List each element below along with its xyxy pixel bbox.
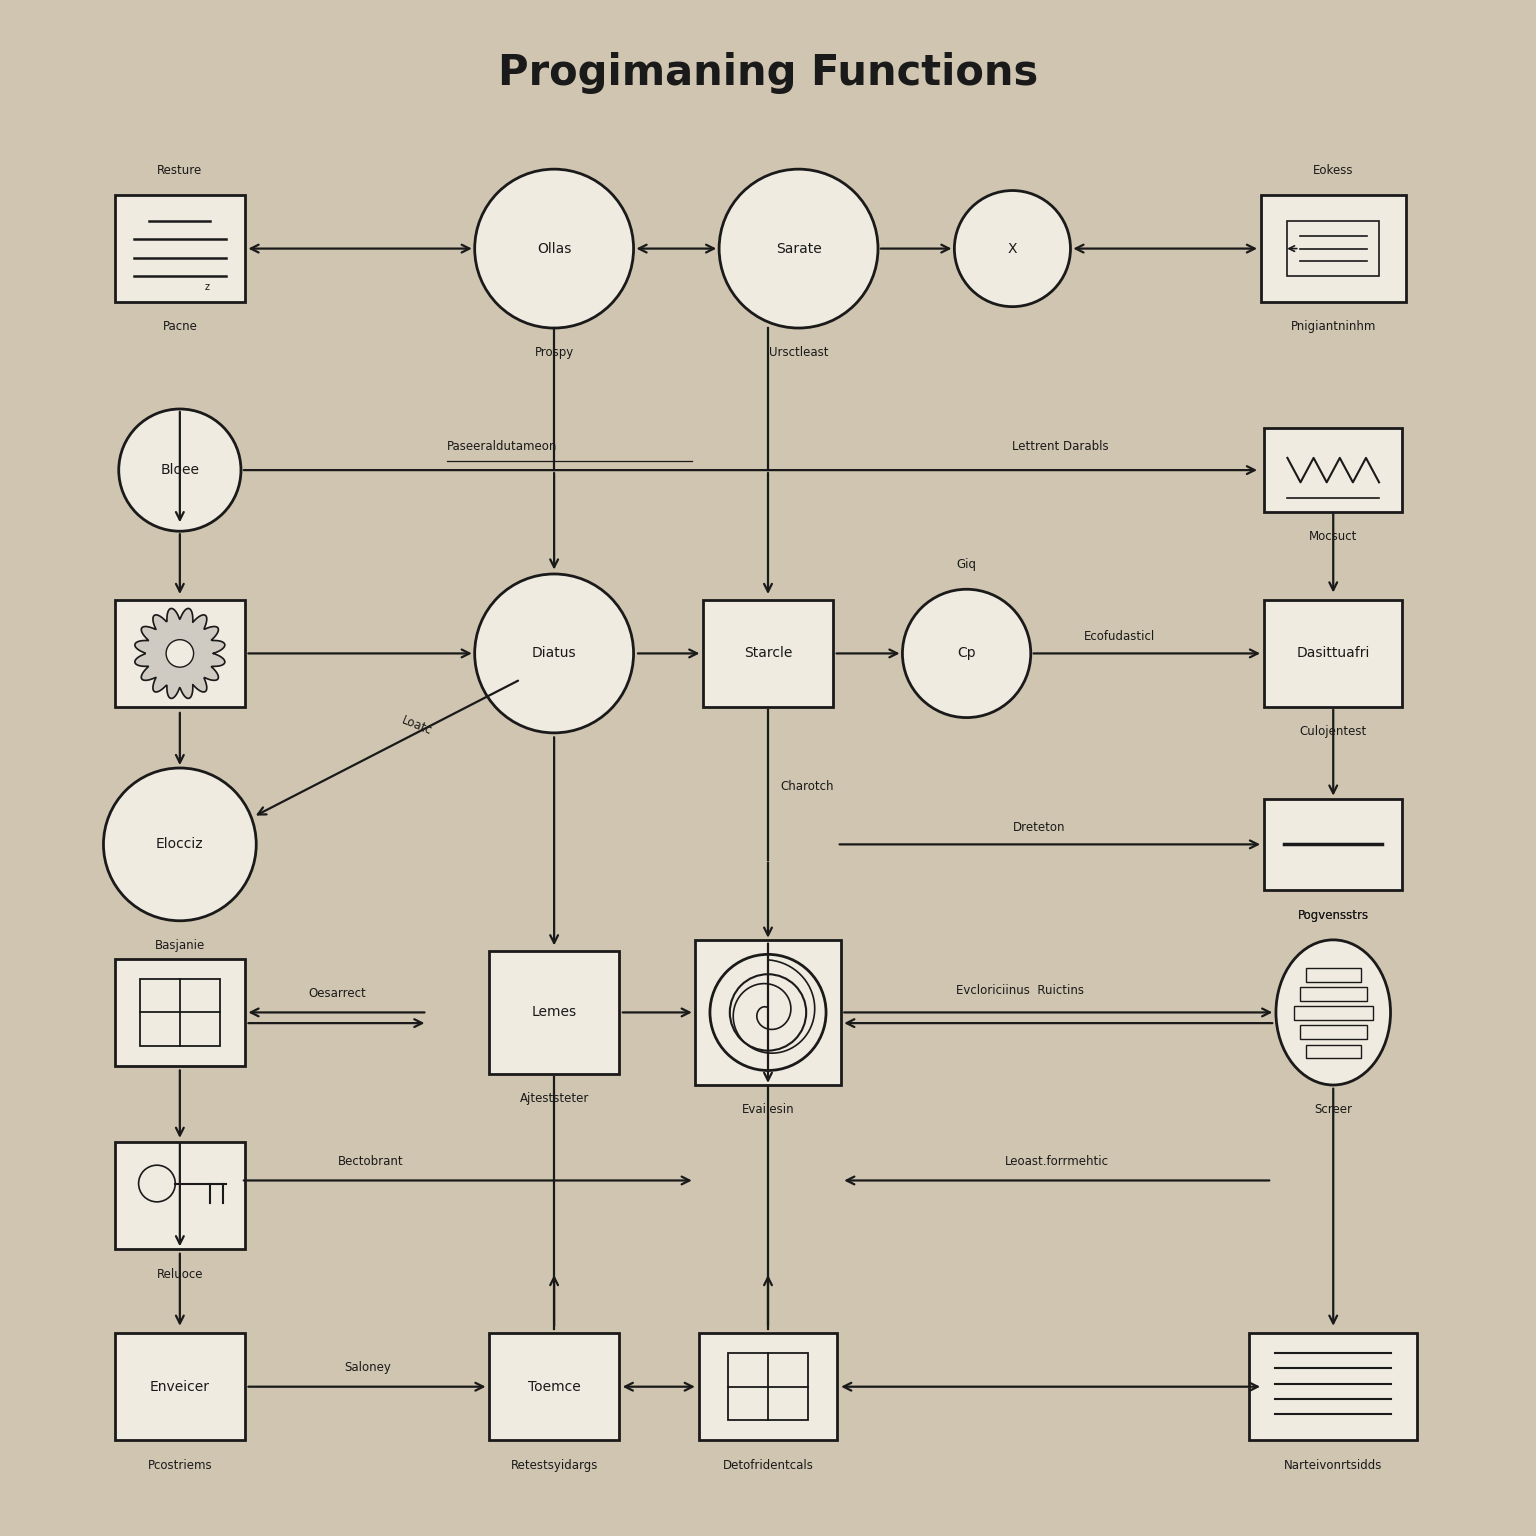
Text: Pnigiantninhm: Pnigiantninhm <box>1290 321 1376 333</box>
Text: Detofridentcals: Detofridentcals <box>722 1459 814 1471</box>
Text: Ecofudasticl: Ecofudasticl <box>1084 630 1155 642</box>
Circle shape <box>475 169 633 329</box>
Circle shape <box>730 974 806 1051</box>
Text: Reluoce: Reluoce <box>157 1267 203 1281</box>
Bar <box>703 601 833 707</box>
Circle shape <box>166 639 194 667</box>
Text: Saloney: Saloney <box>344 1361 392 1375</box>
Text: Progimaning Functions: Progimaning Functions <box>498 52 1038 94</box>
Text: Toemce: Toemce <box>528 1379 581 1393</box>
Text: Oesarrect: Oesarrect <box>309 988 366 1000</box>
Text: Mocsuct: Mocsuct <box>1309 530 1358 544</box>
Text: Lettrent Darabls: Lettrent Darabls <box>1012 441 1109 453</box>
Text: Dreteton: Dreteton <box>1012 820 1064 834</box>
Circle shape <box>710 954 826 1071</box>
Bar <box>1261 195 1405 303</box>
Text: Elocciz: Elocciz <box>157 837 204 851</box>
Bar <box>699 1333 837 1441</box>
Text: Paseeraldutameon: Paseeraldutameon <box>447 441 558 453</box>
Text: Leoast.forrmehtic: Leoast.forrmehtic <box>1005 1155 1109 1169</box>
Bar <box>115 1333 244 1441</box>
Text: Loatc: Loatc <box>399 714 433 737</box>
Bar <box>1306 968 1361 982</box>
Circle shape <box>103 768 257 920</box>
Text: Ursctleast: Ursctleast <box>770 346 828 359</box>
Text: Lemes: Lemes <box>531 1006 576 1020</box>
Text: Prospy: Prospy <box>535 346 574 359</box>
Bar <box>488 951 619 1074</box>
Text: Narteivonrtsidds: Narteivonrtsidds <box>1284 1459 1382 1471</box>
Text: Giq: Giq <box>957 558 977 571</box>
Circle shape <box>719 169 879 329</box>
Circle shape <box>475 574 633 733</box>
Bar <box>1264 429 1402 511</box>
Bar <box>488 1333 619 1441</box>
Text: Evailesin: Evailesin <box>742 1103 794 1117</box>
Bar <box>696 940 840 1084</box>
Bar <box>1249 1333 1418 1441</box>
Text: Screer: Screer <box>1315 1103 1352 1117</box>
Text: Pogvensstrs: Pogvensstrs <box>1298 909 1369 922</box>
Text: Ollas: Ollas <box>538 241 571 255</box>
Ellipse shape <box>1276 940 1390 1084</box>
Bar <box>1287 221 1379 276</box>
Text: X: X <box>1008 241 1017 255</box>
Bar <box>1306 1044 1361 1058</box>
Bar <box>1264 799 1402 891</box>
Text: Retestsyidargs: Retestsyidargs <box>510 1459 598 1471</box>
Text: Dasittuafri: Dasittuafri <box>1296 647 1370 660</box>
Text: Bectobrant: Bectobrant <box>338 1155 404 1169</box>
Text: Enveicer: Enveicer <box>151 1379 210 1393</box>
Bar <box>1293 1006 1373 1020</box>
Bar <box>140 978 220 1046</box>
Circle shape <box>954 190 1071 307</box>
Text: Pacne: Pacne <box>163 321 197 333</box>
Text: Charotch: Charotch <box>780 780 834 793</box>
Bar <box>115 1143 244 1249</box>
Bar <box>1264 601 1402 707</box>
Text: Evcloriciinus  Ruictins: Evcloriciinus Ruictins <box>955 985 1084 997</box>
Text: Sarate: Sarate <box>776 241 822 255</box>
Bar <box>728 1353 808 1421</box>
Text: z: z <box>204 281 210 292</box>
Bar <box>1299 988 1367 1001</box>
Text: Resture: Resture <box>157 164 203 177</box>
Text: Pcostriems: Pcostriems <box>147 1459 212 1471</box>
Circle shape <box>138 1166 175 1201</box>
Text: Pogvensstrs: Pogvensstrs <box>1298 908 1369 922</box>
Text: Ajteststeter: Ajteststeter <box>519 1092 588 1104</box>
Circle shape <box>903 590 1031 717</box>
Text: Basjanie: Basjanie <box>155 938 204 952</box>
Text: Starcle: Starcle <box>743 647 793 660</box>
Circle shape <box>118 409 241 531</box>
Polygon shape <box>135 608 224 699</box>
Text: Bloee: Bloee <box>160 464 200 478</box>
Text: Eokess: Eokess <box>1313 164 1353 177</box>
Text: Culojentest: Culojentest <box>1299 725 1367 739</box>
Text: Cp: Cp <box>957 647 975 660</box>
Bar <box>1299 1026 1367 1040</box>
Bar <box>115 601 244 707</box>
Text: Diatus: Diatus <box>531 647 576 660</box>
Bar <box>115 195 244 303</box>
Bar <box>115 958 244 1066</box>
